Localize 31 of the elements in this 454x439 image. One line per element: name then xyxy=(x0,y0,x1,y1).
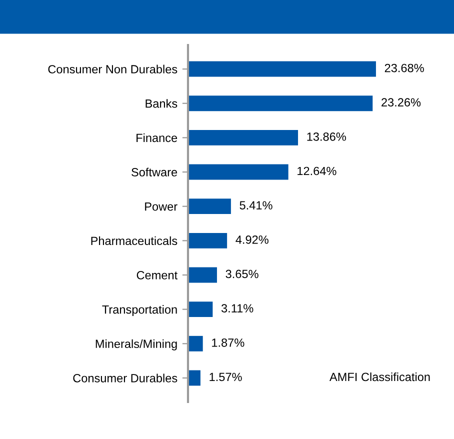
annotation: AMFI Classification xyxy=(330,372,430,382)
bar xyxy=(188,336,203,352)
bar xyxy=(188,267,217,283)
data-label: 1.87% xyxy=(212,338,244,347)
y-tick-label: Consumer Non Durables xyxy=(48,64,178,74)
bar xyxy=(188,370,200,386)
data-label: 13.86% xyxy=(307,132,346,141)
y-tick-label: Minerals/Mining xyxy=(96,339,177,350)
bar xyxy=(188,302,213,318)
data-label: 3.11% xyxy=(221,304,254,312)
data-label: 5.41% xyxy=(240,201,272,210)
bar xyxy=(188,164,288,180)
y-tick-label: Consumer Durables xyxy=(73,374,178,382)
y-tick-label: Banks xyxy=(146,99,178,108)
data-label: 4.92% xyxy=(236,235,268,244)
y-tick-label: Transportation xyxy=(102,305,177,316)
data-label: 3.65% xyxy=(226,270,258,278)
y-tick-label: Power xyxy=(145,202,178,211)
data-label: 23.26% xyxy=(382,98,421,107)
bar xyxy=(188,61,376,77)
bar xyxy=(188,198,231,214)
data-label: 12.64% xyxy=(298,166,336,176)
data-label: 1.57% xyxy=(210,372,242,382)
bar xyxy=(188,130,298,146)
y-tick-label: Cement xyxy=(136,271,178,280)
y-tick-label: Pharmaceuticals xyxy=(91,236,178,246)
y-tick-label: Finance xyxy=(136,133,178,142)
y-tick-label: Software xyxy=(132,168,178,176)
bar xyxy=(188,232,228,248)
data-label: 23.68% xyxy=(384,64,424,72)
bar xyxy=(188,96,373,112)
